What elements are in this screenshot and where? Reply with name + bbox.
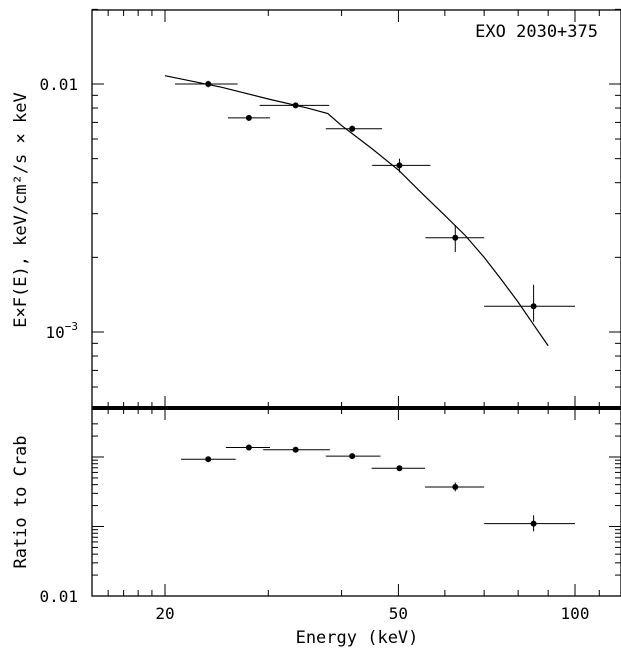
bottom-y-tick-label: 0.01 (39, 587, 78, 606)
bottom-data-points (181, 444, 575, 532)
top-data-point (452, 234, 459, 241)
model-curve-group (164, 75, 549, 347)
bottom-data-point (530, 520, 537, 527)
source-annotation: EXO 2030+375 (475, 22, 598, 42)
top-tick-marks (92, 8, 621, 408)
bottom-data-point (205, 456, 212, 463)
bottom-data-point (349, 453, 356, 460)
top-data-points (174, 80, 575, 322)
top-data-point (396, 162, 403, 169)
top-data-point (292, 102, 299, 109)
top-panel-frame (91, 9, 621, 409)
top-data-point (245, 114, 252, 121)
x-tick-label: 100 (561, 604, 590, 623)
top-data-point (349, 125, 356, 132)
tick-labels: 0.01 10−3 0.01 20 50 100 (39, 75, 589, 623)
bottom-data-point (396, 465, 403, 472)
x-axis-label: Energy (keV) (296, 628, 419, 648)
bottom-tick-marks (92, 408, 621, 596)
top-y-tick-label: 10−3 (45, 320, 78, 342)
bottom-data-point (292, 446, 299, 453)
x-tick-label: 20 (155, 604, 174, 623)
bottom-y-axis-label: Ratio to Crab (11, 435, 31, 568)
bottom-panel-frame (91, 407, 621, 597)
bottom-data-point (452, 484, 459, 491)
bottom-data-point (245, 444, 252, 451)
top-y-axis-label: E×F(E), keV/cm²/s × keV (11, 92, 31, 327)
model-curve (164, 75, 549, 347)
top-data-point (205, 81, 212, 87)
x-tick-label: 50 (389, 604, 408, 623)
top-y-tick-label: 0.01 (39, 75, 78, 94)
top-data-point (530, 303, 537, 310)
